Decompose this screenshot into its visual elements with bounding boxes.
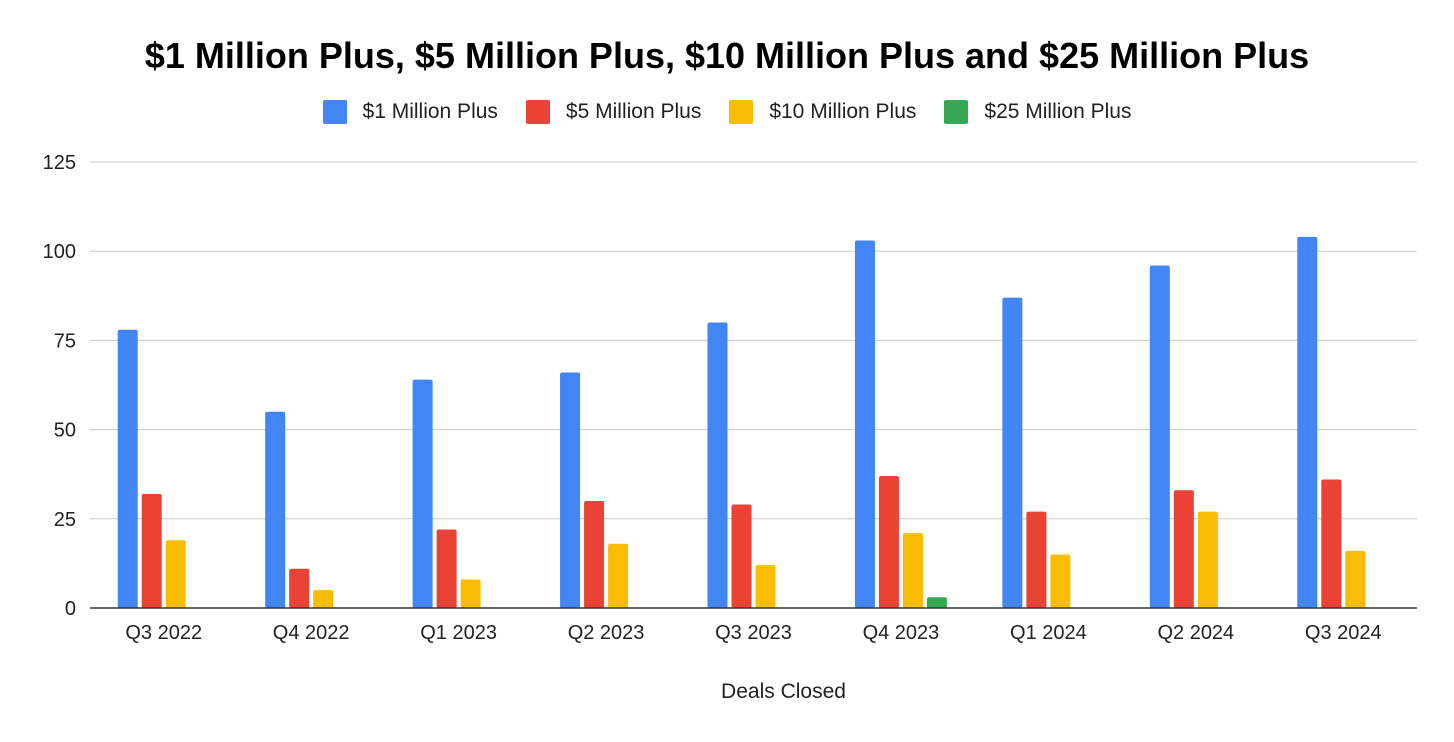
x-tick-label: Q1 2023 (420, 622, 497, 644)
bar-2[interactable] (1026, 511, 1047, 608)
legend-item-5m[interactable]: $5 Million Plus (525, 100, 702, 124)
x-tick-label: Q3 2023 (715, 622, 792, 644)
x-axis-title: Deals Closed (721, 680, 846, 703)
y-tick-label: 50 (54, 420, 76, 442)
bar-3[interactable] (1050, 554, 1071, 608)
bar-1[interactable] (854, 240, 875, 608)
bar-1[interactable] (1297, 236, 1318, 609)
x-tick-label: Q3 2022 (125, 622, 202, 644)
legend-swatch-1m (322, 100, 347, 124)
bar-3[interactable] (460, 579, 481, 608)
bar-3[interactable] (165, 540, 186, 608)
legend-item-1m[interactable]: $1 Million Plus (322, 100, 498, 124)
bar-4[interactable] (926, 597, 947, 608)
x-tick-label: Q2 2024 (1157, 622, 1234, 644)
bar-2[interactable] (731, 504, 752, 608)
y-tick-label: 75 (54, 330, 76, 352)
y-tick-label: 100 (43, 241, 76, 263)
x-tick-label: Q1 2024 (1010, 622, 1087, 644)
bar-2[interactable] (1321, 479, 1342, 608)
y-tick-label: 125 (43, 152, 76, 174)
bar-2[interactable] (436, 529, 457, 608)
bar-1[interactable] (117, 329, 138, 608)
legend-label-1m: $1 Million Plus (362, 100, 498, 123)
y-axis-ticks: 0 25 50 75 100 125 (43, 152, 76, 620)
bar-2[interactable] (289, 568, 310, 608)
bar-1[interactable] (560, 372, 581, 608)
y-tick-label: 25 (54, 509, 76, 531)
legend-item-25m[interactable]: $25 Million Plus (944, 100, 1131, 124)
gridlines (90, 161, 1417, 520)
bar-2[interactable] (141, 493, 162, 608)
x-tick-label: Q4 2022 (273, 622, 350, 644)
legend-label-25m: $25 Million Plus (984, 100, 1132, 123)
bar-3[interactable] (755, 565, 776, 608)
legend-label-10m: $10 Million Plus (769, 100, 917, 123)
bar-1[interactable] (707, 322, 728, 608)
legend-swatch-25m (944, 100, 969, 124)
chart-legend: $1 Million Plus $5 Million Plus $10 Mill… (0, 100, 1454, 124)
legend-item-10m[interactable]: $10 Million Plus (729, 100, 916, 124)
bar-1[interactable] (1149, 265, 1170, 608)
y-tick-label: 0 (65, 598, 76, 620)
legend-swatch-10m (729, 100, 754, 124)
bar-3[interactable] (1345, 550, 1366, 608)
bar-1[interactable] (265, 411, 286, 608)
chart-title: $1 Million Plus, $5 Million Plus, $10 Mi… (144, 35, 1310, 76)
bar-3[interactable] (902, 533, 923, 608)
x-axis-ticks: Q3 2022 Q4 2022 Q1 2023 Q2 2023 Q3 2023 Q4 20… (125, 622, 1381, 644)
bar-2[interactable] (584, 500, 605, 608)
x-tick-label: Q4 2023 (863, 622, 940, 644)
bar-1[interactable] (1002, 297, 1023, 608)
bar-3[interactable] (608, 543, 629, 608)
x-tick-label: Q2 2023 (568, 622, 645, 644)
bar-2[interactable] (878, 475, 899, 608)
bar-2[interactable] (1173, 490, 1194, 608)
bars (117, 236, 1366, 609)
bar-3[interactable] (313, 590, 334, 608)
bar-3[interactable] (1197, 511, 1218, 608)
legend-swatch-5m (525, 100, 550, 124)
bar-1[interactable] (412, 379, 433, 608)
legend-label-5m: $5 Million Plus (565, 100, 702, 123)
x-tick-label: Q3 2024 (1305, 622, 1382, 644)
